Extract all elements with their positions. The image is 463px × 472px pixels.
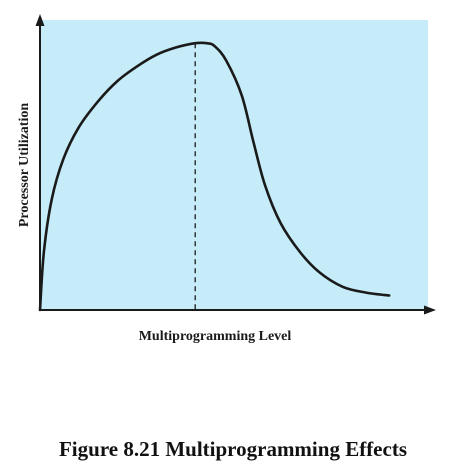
curve-layer	[38, 41, 391, 312]
figure-caption: Figure 8.21 Multiprogramming Effects	[59, 437, 407, 461]
y-axis-arrow-icon	[35, 14, 45, 26]
x-axis-label: Multiprogramming Level	[139, 329, 292, 344]
y-axis-label: Processor Utilization	[17, 103, 32, 228]
utilization-curve	[38, 41, 391, 312]
plot-background	[40, 20, 428, 310]
x-axis-arrow-icon	[424, 305, 436, 315]
axes	[35, 14, 436, 315]
